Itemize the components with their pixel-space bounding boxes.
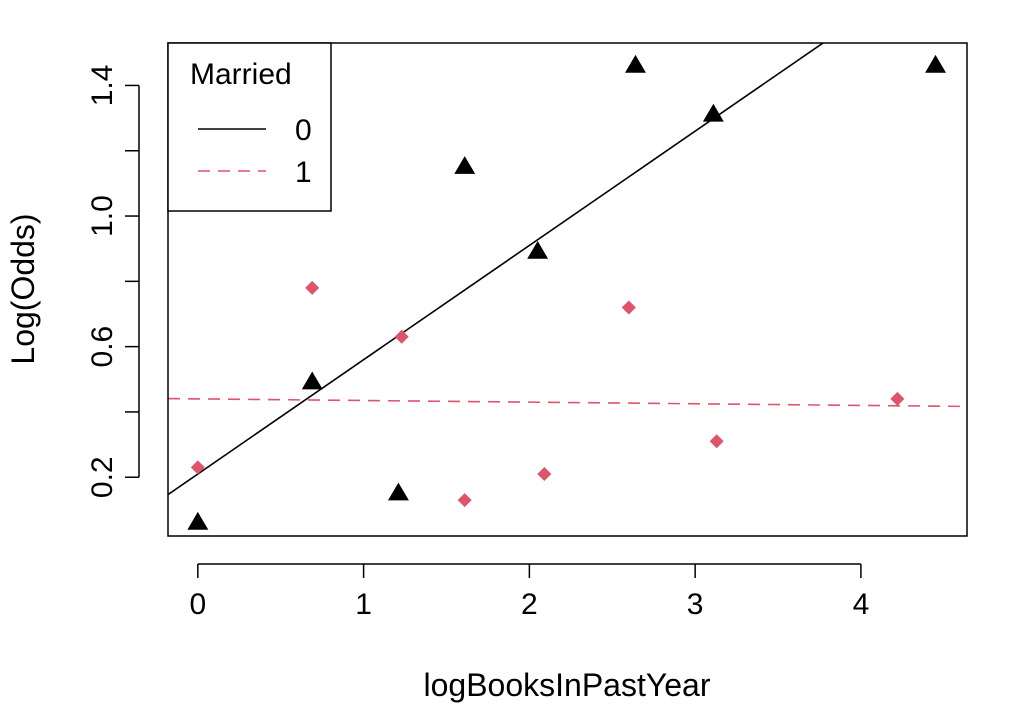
legend: Married 0 1 [167, 42, 332, 212]
point-series-0-7 [925, 54, 946, 73]
fit-line-series-1 [168, 397, 967, 408]
point-series-1-1 [305, 280, 320, 295]
point-series-1-3 [457, 493, 472, 508]
x-axis-label: logBooksInPastYear [423, 667, 710, 703]
fit-line-series-0 [168, 43, 825, 496]
legend-title: Married [190, 58, 292, 91]
point-series-0-0 [187, 511, 209, 530]
y-tick-label-6: 1.4 [86, 65, 119, 107]
x-tick-label-0: 0 [189, 588, 206, 621]
point-series-1-7 [890, 391, 905, 406]
point-series-0-2 [388, 482, 409, 501]
legend-label-0: 0 [295, 114, 312, 147]
point-series-0-1 [301, 371, 323, 390]
y-tick-label-0: 0.2 [86, 456, 119, 498]
y-axis-label: Log(Odds) [5, 213, 41, 364]
legend-label-1: 1 [295, 156, 312, 189]
point-series-0-4 [527, 241, 549, 259]
point-series-1-4 [537, 467, 552, 481]
plot-frame [167, 42, 968, 537]
data-points [187, 54, 946, 530]
x-tick-label-3: 3 [687, 588, 704, 621]
point-series-0-6 [702, 103, 724, 122]
x-axis: 0 1 2 3 4 [189, 563, 870, 621]
y-tick-label-4: 1.0 [86, 195, 119, 237]
point-series-1-5 [621, 300, 636, 315]
x-tick-label-2: 2 [521, 588, 538, 621]
point-series-0-5 [625, 54, 646, 73]
point-series-0-3 [454, 156, 476, 174]
point-series-1-0 [190, 460, 205, 475]
x-tick-label-1: 1 [355, 588, 372, 621]
x-tick-label-4: 4 [853, 588, 870, 621]
point-series-1-2 [394, 329, 409, 344]
point-series-1-6 [709, 434, 724, 449]
y-axis: 0.2 0.6 1.0 1.4 [86, 65, 140, 498]
legend-box [167, 42, 332, 212]
y-tick-label-2: 0.6 [86, 326, 119, 368]
fit-lines [168, 43, 967, 496]
